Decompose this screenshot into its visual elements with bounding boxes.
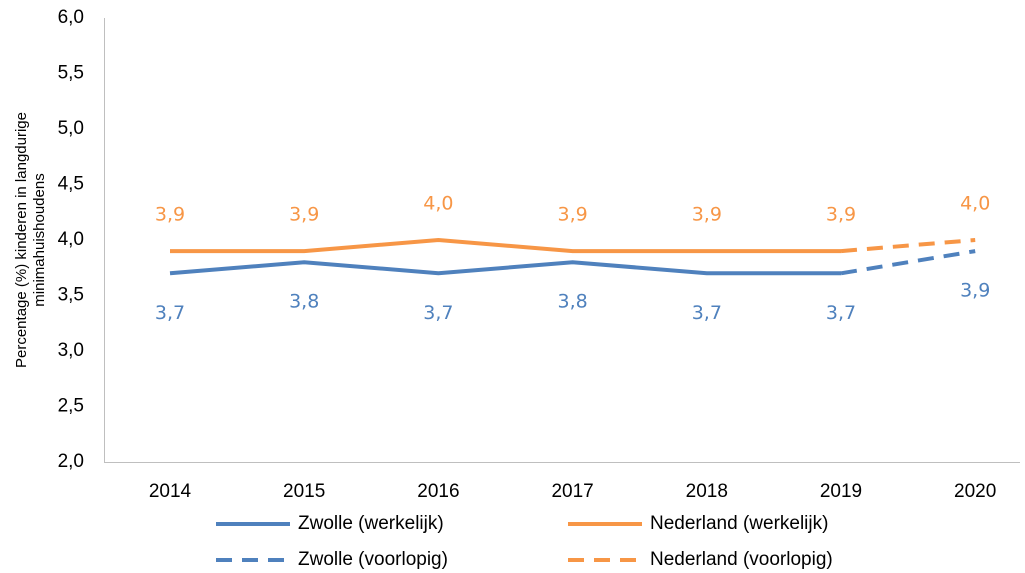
series-line [840, 238, 976, 254]
data-label: 3,9 [155, 204, 185, 226]
data-label: 4,0 [423, 193, 453, 215]
y-tick-label: 3,5 [58, 285, 84, 306]
data-label: 3,9 [692, 204, 722, 226]
y-tick-label: 3,0 [58, 340, 84, 361]
data-label: 3,9 [557, 204, 587, 226]
data-label: 3,7 [423, 302, 453, 324]
x-tick-label: 2020 [954, 481, 996, 502]
data-label: 3,9 [289, 204, 319, 226]
x-tick-label: 2019 [820, 481, 862, 502]
legend-label: Nederland (voorlopig) [650, 549, 833, 570]
data-label: 3,7 [692, 302, 722, 324]
y-tick-label: 2,0 [58, 451, 84, 472]
data-label: 3,8 [289, 291, 319, 313]
y-tick-label: 5,5 [58, 63, 84, 84]
y-tick-label: 4,0 [58, 229, 84, 250]
data-label: 4,0 [960, 193, 990, 215]
data-label: 3,9 [826, 204, 856, 226]
legend-label: Zwolle (voorlopig) [298, 549, 448, 570]
series-line [170, 237, 841, 254]
x-tick-label: 2014 [149, 481, 192, 502]
series-line [840, 249, 976, 276]
y-axis-label: minimahuishoudens [31, 173, 48, 306]
data-label: 3,8 [557, 291, 587, 313]
y-tick-label: 6,0 [58, 7, 84, 28]
data-label: 3,7 [826, 302, 856, 324]
y-axis-label: Percentage (%) kinderen in langdurige [13, 112, 30, 368]
y-tick-label: 5,0 [58, 118, 84, 139]
y-tick-label: 2,5 [58, 396, 84, 417]
series-line [169, 260, 841, 276]
x-tick-label: 2017 [551, 481, 593, 502]
data-label: 3,9 [960, 280, 990, 302]
data-label: 3,7 [155, 302, 185, 324]
x-tick-label: 2016 [417, 481, 459, 502]
legend-label: Zwolle (werkelijk) [298, 513, 444, 534]
x-tick-label: 2018 [686, 481, 728, 502]
x-tick-label: 2015 [283, 481, 325, 502]
legend-label: Nederland (werkelijk) [650, 513, 828, 534]
y-tick-label: 4,5 [58, 174, 84, 195]
